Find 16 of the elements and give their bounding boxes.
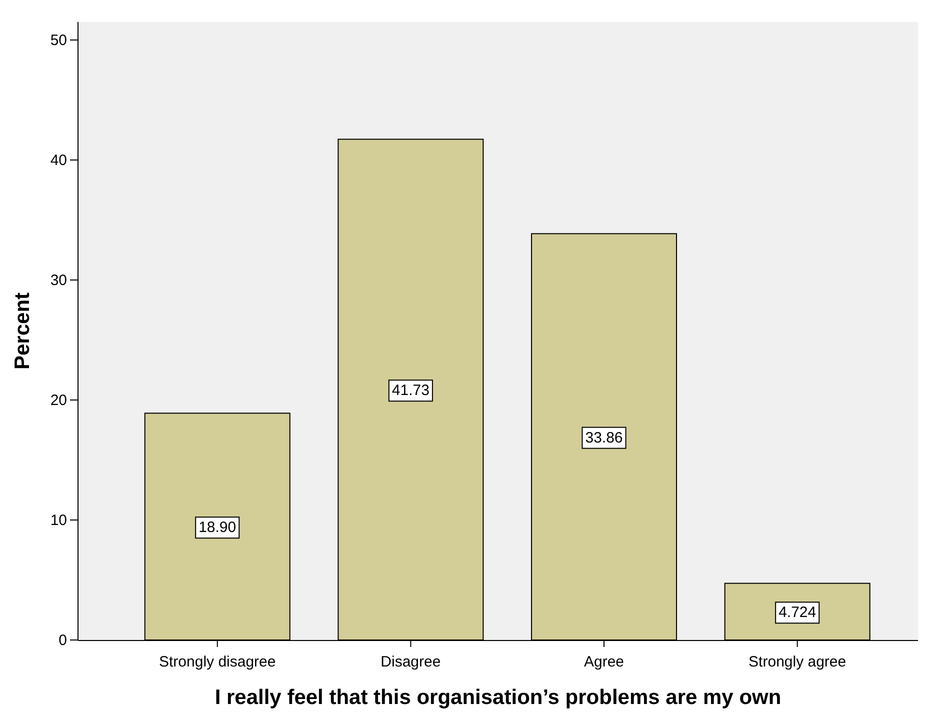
y-tick-label: 40 — [50, 152, 67, 169]
y-tick-label: 30 — [50, 272, 67, 289]
y-tick-label: 10 — [50, 512, 67, 529]
y-axis-title: Percent — [11, 292, 34, 370]
x-tick-label: Strongly disagree — [158, 654, 276, 670]
data-label: 4.724 — [778, 604, 816, 622]
data-label: 33.86 — [585, 429, 623, 446]
x-tick-label: Strongly agree — [748, 654, 846, 670]
x-tick-label: Agree — [584, 654, 624, 670]
y-tick-label: 50 — [50, 32, 67, 49]
x-axis-title: I really feel that this organisation’s problems are my own — [214, 686, 782, 709]
y-tick-label: 20 — [50, 392, 67, 409]
data-label: 18.90 — [198, 519, 236, 536]
x-tick-label: Disagree — [380, 654, 441, 670]
data-label: 41.73 — [392, 382, 430, 400]
y-tick-label: 0 — [58, 632, 67, 649]
